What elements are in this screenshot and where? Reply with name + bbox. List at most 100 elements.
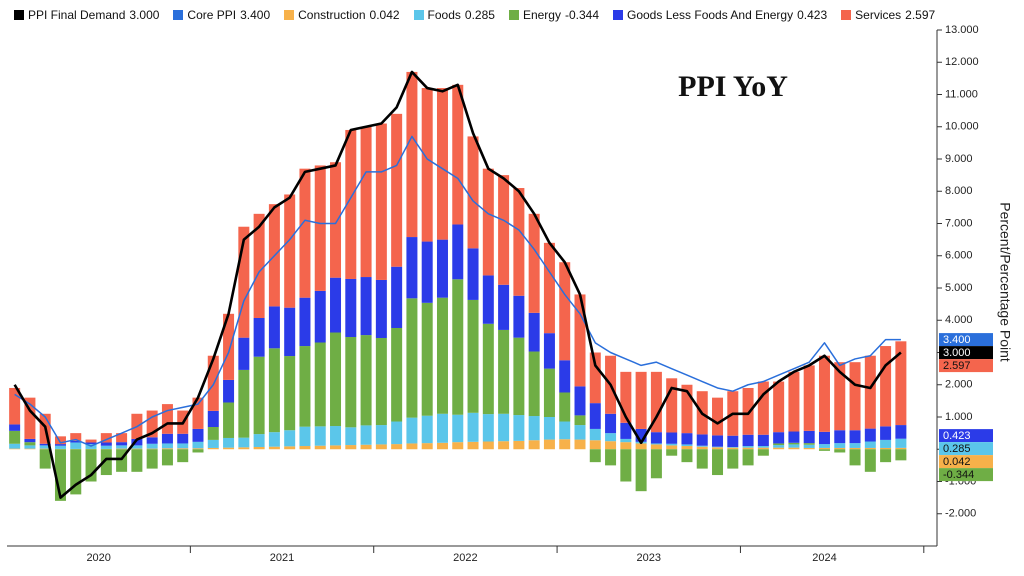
y-tick-label: 1.000 [945,411,973,423]
bar-segment [880,346,892,427]
legend-swatch [413,10,424,20]
bar-segment [757,446,769,448]
bar-segment [207,447,219,450]
legend-item: Foods 0.285 [413,8,495,22]
value-box [939,468,993,482]
bar-segment [314,342,326,427]
bar-segment [39,445,51,449]
bar-segment [223,437,235,448]
x-tick-label: 2023 [637,552,661,564]
bar-segment [895,438,907,448]
bar-segment [849,362,861,431]
bar-segment [498,175,510,285]
bar-segment [834,449,846,453]
bar-segment [498,284,510,330]
bar-segment [864,355,876,429]
bar-segment [543,368,555,417]
bar-segment [345,445,357,450]
bar-segment [849,447,861,450]
bar-segment [635,443,647,450]
bar-segment [849,443,861,448]
bar-segment [9,443,21,449]
bar-segment [681,384,693,434]
bar-segment [818,355,830,432]
legend-label: Services [855,8,902,22]
bar-segment [712,397,724,436]
bar-segment [620,371,632,423]
bar-segment [207,426,219,440]
bar-segment [589,403,601,429]
bar-segment [284,430,296,447]
bar-segment [650,443,662,445]
bar-segment [284,194,296,308]
annotation: PPI YoY [678,70,788,103]
bar-segment [223,379,235,403]
legend-label: Core PPI [187,8,237,22]
bar-segment [528,416,540,441]
bar-segment [406,298,418,418]
bar-segment [528,351,540,417]
bar-segment [880,426,892,440]
y-tick-label: 5.000 [945,282,973,294]
y-tick-label: 11.000 [945,88,978,100]
bar-segment [895,341,907,426]
bar-segment [773,445,785,448]
bar-segment [314,165,326,291]
bar-segment [360,335,372,426]
bar-segment [482,168,494,276]
y-tick-label: 13.000 [945,24,979,36]
bar-segment [834,443,846,448]
bar-segment [513,415,525,441]
bar-segment [543,242,555,334]
bar-segment [406,237,418,299]
bar-segment [54,436,66,445]
bar-segment [39,449,51,469]
bar-segment [85,442,97,445]
y-tick-label: 10.000 [945,121,979,133]
bar-segment [895,449,907,461]
bar-segment [360,425,372,445]
bar-segment [161,448,173,450]
legend-value: 0.285 [464,8,495,22]
bar-segment [391,327,403,422]
bar-segment [803,447,815,450]
bar-segment [773,381,785,433]
bar-segment [116,433,128,443]
bar-segment [788,431,800,443]
bar-segment [681,446,693,450]
bar-segment [284,307,296,357]
y-tick-label: 12.000 [945,56,979,68]
line-series [13,70,902,499]
legend-swatch [14,10,24,20]
bar-segment [24,445,36,449]
bar-segment [635,449,647,492]
bar-segment [666,443,678,446]
bar-segment [436,297,448,414]
bar-segment [880,447,892,450]
bar-segment [605,449,617,466]
bar-segment [467,136,479,249]
bar-segment [757,449,769,456]
bar-segment [803,443,815,445]
bar-segment [574,386,586,416]
bar-segment [818,449,830,451]
bar-segment [253,434,265,447]
bar-segment [421,443,433,450]
bar-segment [299,297,311,347]
bar-segment [650,444,662,450]
y-tick-label: 7.000 [945,217,973,229]
bar-segment [559,421,571,440]
bar-segment [712,446,724,448]
bar-segment [452,279,464,415]
bar-segment [498,413,510,442]
bar-segment [513,188,525,296]
bar-segment [253,317,265,357]
bar-segment [513,337,525,416]
bar-segment [834,430,846,444]
bar-segment [773,443,785,446]
bar-segment [849,449,861,466]
bar-segment [589,428,601,441]
bar-segment [742,446,754,448]
bar-segment [391,266,403,328]
bar-segment [131,449,143,472]
